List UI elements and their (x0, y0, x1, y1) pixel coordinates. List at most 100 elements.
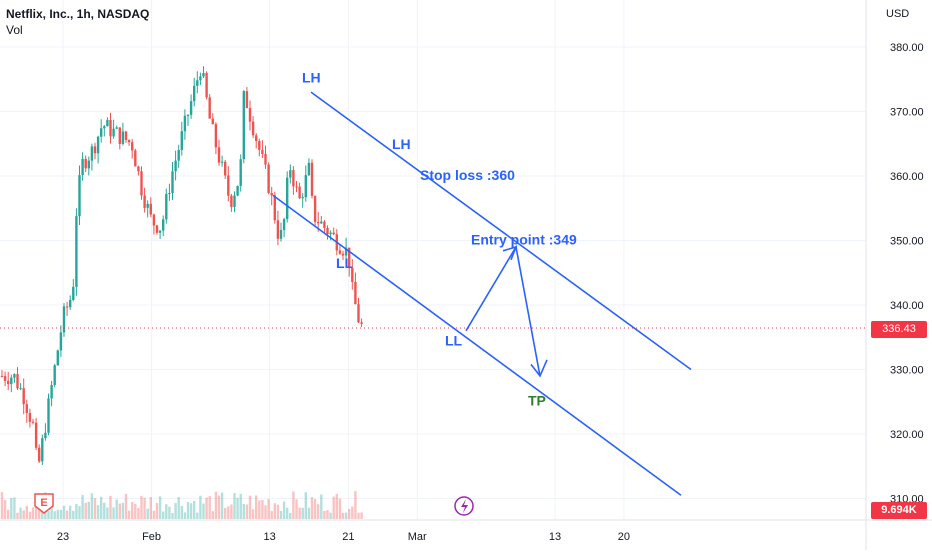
candle-body (211, 118, 214, 125)
candle-body (78, 175, 81, 217)
volume-bar (177, 497, 180, 519)
volume-bar (248, 495, 252, 519)
candle-body (47, 398, 50, 433)
volume-bar (273, 503, 276, 519)
trade-path-arrow[interactable] (465, 244, 541, 377)
candle-body (227, 175, 230, 196)
volume-bar (183, 512, 187, 519)
volume-bar (127, 510, 131, 519)
symbol-title[interactable]: Netflix, Inc., 1h, NASDAQ (6, 7, 150, 21)
volume-bar (354, 491, 357, 519)
volume-bar (341, 512, 345, 519)
candle-body (109, 120, 112, 137)
candle-body (239, 159, 242, 186)
channel-upper-line[interactable] (310, 91, 692, 371)
volume-bar (320, 494, 323, 519)
swing-label[interactable]: LH (392, 136, 411, 152)
candle-body (162, 219, 165, 231)
candle-body (304, 175, 307, 198)
candle-body (251, 121, 255, 136)
volume-bar (264, 505, 267, 519)
y-tick-label: 370.00 (890, 107, 924, 119)
volume-bar (261, 500, 264, 519)
candle-body (224, 161, 227, 176)
candle-body (329, 232, 332, 235)
candle-body (171, 171, 174, 193)
volume-bar (317, 504, 320, 519)
channel-lower-line[interactable] (272, 194, 682, 496)
candle-body (258, 140, 261, 150)
y-tick-label: 380.00 (890, 42, 924, 54)
x-tick-label: Feb (142, 531, 161, 543)
candle-body (34, 422, 38, 448)
x-tick-label: 20 (618, 531, 630, 543)
volume-bar (0, 492, 4, 519)
volume-bar (332, 496, 335, 519)
volume-indicator-label[interactable]: Vol (6, 23, 23, 37)
candle-body (202, 73, 205, 77)
candle-body (214, 124, 218, 148)
candle-body (310, 162, 314, 196)
candle-body (25, 404, 28, 413)
candle-body (338, 250, 342, 254)
swing-label[interactable]: LH (302, 69, 321, 85)
volume-bar (158, 496, 162, 519)
candle-body (65, 306, 69, 308)
lightning-icon[interactable] (454, 496, 474, 516)
swing-label[interactable]: LL (445, 333, 463, 349)
volume-bar (310, 497, 314, 519)
volume-bar (72, 510, 75, 519)
candle-body (317, 221, 320, 224)
volume-bar (22, 510, 25, 519)
volume-bar (137, 508, 140, 519)
volume-bar (84, 502, 87, 519)
volume-bar (304, 492, 307, 519)
candle-body (193, 85, 196, 102)
candle-body (0, 375, 4, 377)
trade-level-label[interactable]: Stop loss :360 (420, 167, 515, 183)
volume-bar (109, 495, 112, 519)
x-tick-label: 13 (549, 531, 561, 543)
volume-bar (62, 505, 66, 519)
volume-bar (3, 499, 7, 519)
volume-bar (28, 511, 32, 519)
earnings-marker[interactable]: E (34, 493, 54, 514)
volume-bar (326, 510, 329, 519)
candle-body (112, 128, 115, 137)
candle-body (22, 388, 25, 405)
volume-bar (10, 498, 13, 519)
volume-bar (75, 503, 78, 519)
candle-body (10, 377, 13, 385)
volume-bar (298, 507, 301, 519)
volume-bar (53, 511, 56, 519)
candle-body (348, 247, 351, 268)
volume-bar (81, 495, 84, 519)
tp-arrowhead (530, 359, 548, 378)
volume-bar (189, 503, 193, 519)
volume-bar (93, 498, 97, 519)
currency-label[interactable]: USD (886, 8, 910, 20)
volume-bar (50, 505, 53, 519)
swing-label[interactable]: LL (336, 255, 354, 271)
volume-bar (224, 507, 227, 519)
volume-bar (124, 493, 128, 519)
volume-bar (131, 502, 134, 519)
x-tick-label: 21 (342, 531, 354, 543)
candle-body (286, 177, 289, 220)
candle-body (323, 221, 326, 228)
tp-label[interactable]: TP (528, 393, 546, 409)
trade-level-label[interactable]: Entry point :349 (471, 231, 577, 247)
candle-body (199, 76, 202, 81)
candle-body (313, 195, 317, 222)
volume-bar (276, 504, 280, 519)
candle-body (69, 299, 72, 308)
volume-bar (251, 509, 255, 519)
volume-bar (13, 497, 16, 519)
candle-body (242, 91, 245, 160)
candle-body (233, 195, 236, 207)
candle-body (72, 286, 75, 300)
candle-body (44, 432, 47, 439)
volume-bar (90, 493, 94, 519)
